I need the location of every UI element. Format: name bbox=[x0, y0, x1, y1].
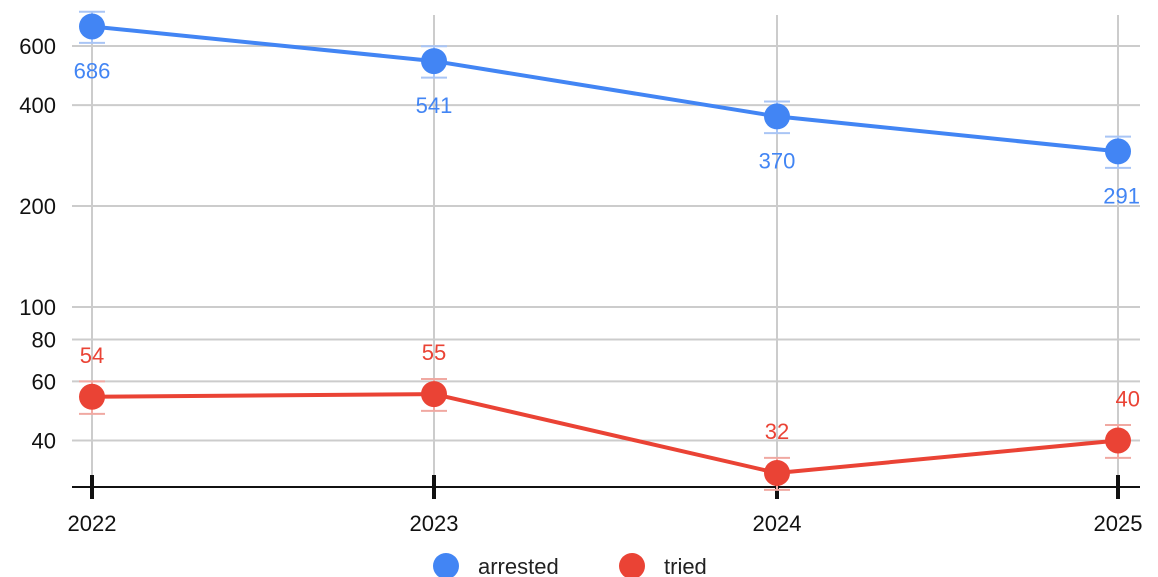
y-tick-label-400: 400 bbox=[19, 93, 56, 118]
x-tick-label-2025: 2025 bbox=[1094, 511, 1143, 536]
tried-point-2023 bbox=[421, 381, 447, 408]
arrested-point-2025 bbox=[1105, 138, 1131, 165]
tried-data-label-2022: 54 bbox=[80, 343, 104, 368]
tried-point-2024 bbox=[764, 459, 790, 486]
x-tick-label-2024: 2024 bbox=[753, 511, 802, 536]
y-tick-label-100: 100 bbox=[19, 295, 56, 320]
y-tick-label-600: 600 bbox=[19, 34, 56, 59]
x-tick-label-2022: 2022 bbox=[68, 511, 117, 536]
legend-marker-tried bbox=[619, 553, 645, 577]
tried-point-2022 bbox=[79, 383, 105, 410]
legend-marker-arrested bbox=[433, 553, 459, 577]
legend: arrested tried bbox=[433, 553, 707, 577]
tried-data-label-2025: 40 bbox=[1116, 386, 1140, 411]
y-tick-label-200: 200 bbox=[19, 194, 56, 219]
series bbox=[79, 10, 1131, 491]
arrested-data-label-2025: 291 bbox=[1103, 183, 1140, 208]
y-tick-label-40: 40 bbox=[32, 428, 56, 453]
arrested-point-2024 bbox=[764, 103, 790, 130]
arrested-series-line bbox=[91, 24, 1119, 154]
arrested-point-2022 bbox=[79, 13, 105, 40]
tried-point-2025 bbox=[1105, 427, 1131, 454]
y-tick-label-60: 60 bbox=[32, 369, 56, 394]
tried-data-label-2023: 55 bbox=[422, 340, 446, 365]
arrested-point-2023 bbox=[421, 48, 447, 75]
arrested-data-label-2024: 370 bbox=[759, 148, 796, 173]
data-labels: 686 541 370 291 54 55 32 40 bbox=[74, 58, 1140, 443]
axes: 40 60 80 100 200 400 600 2022 2023 2024 2025 bbox=[19, 34, 1142, 536]
legend-label-arrested: arrested bbox=[478, 554, 559, 577]
tried-data-label-2024: 32 bbox=[765, 419, 789, 444]
arrested-data-label-2022: 686 bbox=[74, 58, 111, 83]
arrested-data-label-2023: 541 bbox=[416, 93, 453, 118]
tried-series-line bbox=[91, 392, 1119, 475]
x-tick-label-2023: 2023 bbox=[410, 511, 459, 536]
y-tick-label-80: 80 bbox=[32, 328, 56, 353]
gridlines bbox=[72, 15, 1140, 487]
legend-label-tried: tried bbox=[664, 554, 707, 577]
